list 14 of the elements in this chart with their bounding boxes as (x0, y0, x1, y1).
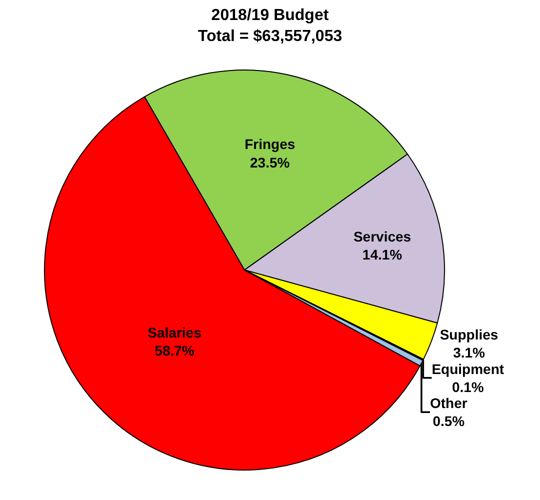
slice-label: Fringes (244, 136, 296, 152)
chart-title: 2018/19 Budget (211, 7, 330, 24)
slice-label: Supplies (440, 326, 498, 343)
slice-label: Salaries (148, 324, 202, 340)
data-label: 3.1% (453, 344, 486, 361)
data-label: 23.5% (250, 154, 290, 170)
data-label: 0.1% (452, 378, 484, 395)
slice-label: Services (353, 228, 412, 245)
data-label: 0.5% (432, 413, 466, 430)
data-label: 58.7% (154, 342, 195, 359)
slice-label: Equipment (432, 360, 504, 377)
slice-label: Other (430, 394, 468, 411)
data-label: 14.1% (362, 246, 403, 263)
chart-subtitle: Total = $63,557,053 (198, 28, 342, 45)
